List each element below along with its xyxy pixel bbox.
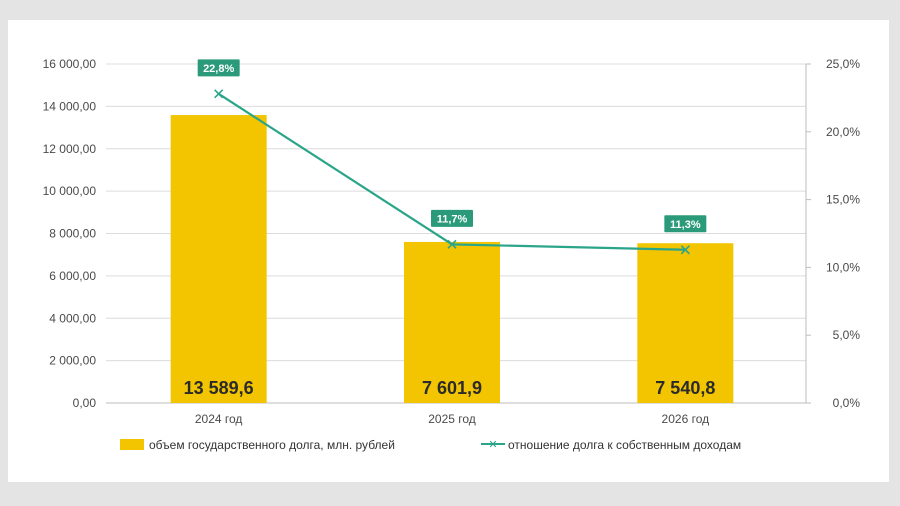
x-tick-label: 2026 год <box>662 412 710 426</box>
y-right-tick-label: 20,0% <box>826 125 860 139</box>
y-left-tick-label: 16 000,00 <box>43 57 97 71</box>
y-left-tick-label: 12 000,00 <box>43 142 97 156</box>
legend-bar-label: объем государственного долга, млн. рубле… <box>149 438 395 452</box>
y-right-tick-label: 5,0% <box>833 328 861 342</box>
y-right-tick-label: 15,0% <box>826 193 860 207</box>
line-point-label-box <box>664 215 707 233</box>
bar <box>637 243 734 403</box>
y-right-tick-label: 0,0% <box>833 396 861 410</box>
line-point-label-box <box>431 209 473 227</box>
legend: объем государственного долга, млн. рубле… <box>120 438 741 452</box>
y-right-tick-label: 25,0% <box>826 57 860 71</box>
bar <box>170 115 267 404</box>
bar <box>404 241 500 403</box>
bar-value-label: 7 601,9 <box>422 378 482 398</box>
legend-line-marker: ✕ <box>488 439 497 451</box>
line-point-marker <box>680 245 690 255</box>
bar-value-label: 13 589,6 <box>184 378 254 398</box>
line-point-marker <box>214 89 224 99</box>
line-series: 22,8% 11,7% 11,3% <box>197 59 707 255</box>
bar-value-label: 7 540,8 <box>655 378 715 398</box>
line-point-label: 11,3% <box>670 219 701 231</box>
x-axis: 2024 год 2025 год 2026 год <box>195 412 709 426</box>
y-left-tick-label: 6 000,00 <box>49 269 96 283</box>
x-tick-label: 2024 год <box>195 412 243 426</box>
y-left-tick-label: 14 000,00 <box>43 99 97 113</box>
line-point-label: 11,7% <box>437 213 468 225</box>
y-left-tick-label: 10 000,00 <box>43 184 97 198</box>
line-point-label: 22,8% <box>203 63 234 75</box>
x-tick-label: 2025 год <box>428 412 476 426</box>
right-axis: 0,0% 5,0% 10,0% 15,0% 20,0% 25,0% <box>805 57 861 410</box>
line-point-label-box <box>197 59 240 77</box>
legend-line-label: отношение долга к собственным доходам <box>508 438 741 452</box>
y-right-tick-label: 10,0% <box>826 260 860 274</box>
y-left-tick-label: 4 000,00 <box>49 311 96 325</box>
y-left-tick-label: 0,00 <box>73 396 97 410</box>
bar-series: 13 589,6 7 601,9 7 540,8 <box>170 115 734 404</box>
left-axis: 0,00 2 000,00 4 000,00 6 000,00 8 000,00 10 0… <box>43 57 97 410</box>
y-left-tick-label: 2 000,00 <box>49 354 96 368</box>
legend-bar-swatch <box>120 439 144 450</box>
line-point-marker <box>447 239 457 249</box>
y-left-tick-label: 8 000,00 <box>49 227 96 241</box>
